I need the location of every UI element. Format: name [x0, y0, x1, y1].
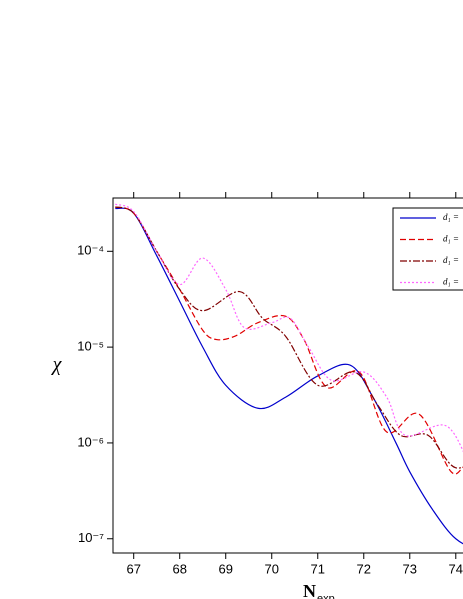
x-tick-label: 72: [357, 561, 371, 576]
y-tick-label: 10⁻⁶: [77, 434, 104, 449]
y-axis-label: χ: [51, 354, 63, 376]
x-tick-label: 74: [449, 561, 463, 576]
x-tick-label: 73: [403, 561, 417, 576]
series-line: [115, 207, 463, 545]
legend-label: d₁ =: [443, 212, 459, 222]
y-tick-label: 10⁻⁴: [77, 243, 104, 258]
x-tick-label: 67: [126, 561, 140, 576]
legend-label: d₁ =: [443, 255, 459, 265]
legend-label: d₁ =: [443, 277, 459, 287]
plot-frame: [112, 197, 463, 554]
y-tick-label: 10⁻⁵: [77, 339, 104, 354]
y-tick-label: 10⁻⁷: [78, 530, 104, 545]
legend-box: [392, 207, 463, 291]
series-line: [115, 206, 463, 475]
x-tick-label: 71: [311, 561, 325, 576]
x-axis-label-sub: exp: [317, 593, 335, 599]
x-tick-label: 68: [172, 561, 186, 576]
x-axis-label: N: [303, 581, 316, 599]
legend-label: d₁ =: [443, 234, 459, 244]
x-tick-label: 70: [265, 561, 279, 576]
x-tick-label: 69: [218, 561, 232, 576]
series-line: [115, 203, 463, 453]
